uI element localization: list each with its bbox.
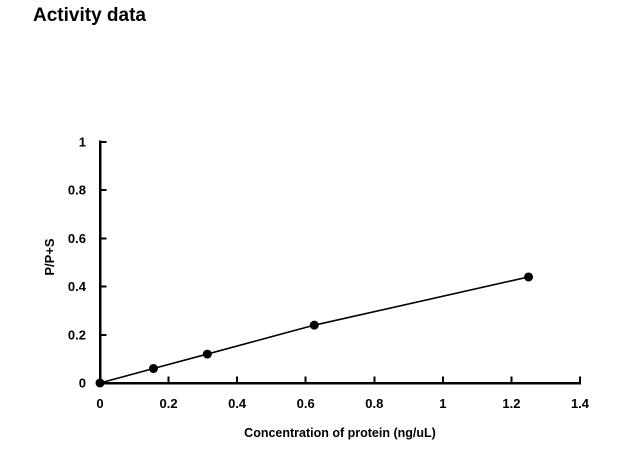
y-axis-label: P/P+S	[42, 238, 57, 276]
y-tick-label: 0.2	[68, 327, 86, 342]
data-point	[148, 364, 158, 374]
x-axis-label: Concentration of protein (ng/uL)	[244, 426, 436, 440]
chart-title: Activity data	[33, 5, 146, 26]
data-point	[309, 320, 319, 330]
data-point	[95, 378, 105, 388]
data-point	[202, 349, 212, 359]
y-tick-label: 0.8	[68, 183, 86, 198]
y-tick-label: 1	[79, 135, 86, 150]
x-tick-label: 0	[96, 396, 103, 411]
x-tick-label: 0.6	[297, 396, 315, 411]
x-tick-label: 1.2	[502, 396, 520, 411]
x-tick-label: 1	[439, 396, 446, 411]
x-tick-label: 1.4	[571, 396, 590, 411]
x-tick-label: 0.4	[228, 396, 247, 411]
data-point	[524, 272, 534, 282]
x-tick-label: 0.2	[160, 396, 178, 411]
x-tick-label: 0.8	[365, 396, 383, 411]
y-tick-label: 0.4	[68, 279, 87, 294]
y-tick-label: 0	[79, 376, 86, 391]
y-tick-label: 0.6	[68, 231, 86, 246]
data-series-line	[99, 276, 529, 384]
